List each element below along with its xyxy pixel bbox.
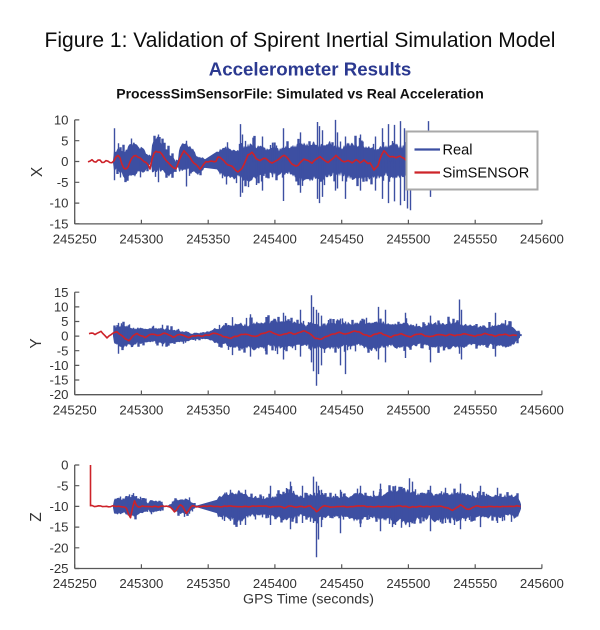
svg-text:245550: 245550 [453, 402, 497, 417]
svg-text:245550: 245550 [453, 576, 497, 591]
svg-text:-15: -15 [49, 520, 68, 535]
svg-text:245250: 245250 [53, 576, 97, 591]
svg-text:245600: 245600 [520, 402, 564, 417]
svg-text:-20: -20 [49, 387, 68, 402]
svg-text:245400: 245400 [253, 576, 297, 591]
svg-text:245600: 245600 [520, 576, 564, 591]
svg-text:245350: 245350 [186, 576, 230, 591]
svg-text:Accelerometer Results: Accelerometer Results [209, 59, 412, 80]
svg-text:10: 10 [54, 300, 69, 315]
svg-text:245350: 245350 [186, 402, 230, 417]
svg-text:245300: 245300 [119, 402, 163, 417]
svg-text:245500: 245500 [386, 232, 430, 247]
svg-text:245400: 245400 [253, 402, 297, 417]
svg-text:Figure 1: Validation of Spiren: Figure 1: Validation of Spirent Inertial… [45, 29, 556, 52]
svg-text:5: 5 [61, 133, 68, 148]
svg-text:Real: Real [443, 143, 473, 159]
svg-text:245250: 245250 [53, 402, 97, 417]
svg-text:-10: -10 [49, 358, 68, 373]
svg-text:-15: -15 [49, 217, 68, 232]
svg-text:-15: -15 [49, 373, 68, 388]
svg-text:245250: 245250 [53, 232, 97, 247]
svg-text:ProcessSimSensorFile: Simulate: ProcessSimSensorFile: Simulated vs Real … [116, 86, 484, 102]
svg-text:-10: -10 [49, 499, 68, 514]
svg-text:Y: Y [28, 338, 45, 348]
svg-text:SimSENSOR: SimSENSOR [443, 166, 530, 182]
svg-text:-5: -5 [57, 343, 69, 358]
svg-text:10: 10 [54, 113, 69, 128]
svg-text:245350: 245350 [186, 232, 230, 247]
svg-text:245300: 245300 [119, 576, 163, 591]
svg-text:-10: -10 [49, 196, 68, 211]
svg-text:0: 0 [61, 154, 68, 169]
svg-text:15: 15 [54, 285, 69, 300]
svg-text:245500: 245500 [386, 402, 430, 417]
svg-text:245500: 245500 [386, 576, 430, 591]
svg-text:5: 5 [61, 314, 68, 329]
svg-text:245450: 245450 [320, 402, 364, 417]
svg-text:X: X [29, 166, 46, 177]
svg-text:-25: -25 [49, 561, 68, 576]
svg-text:-20: -20 [49, 540, 68, 555]
svg-text:-5: -5 [57, 478, 69, 493]
svg-text:245450: 245450 [320, 576, 364, 591]
svg-text:GPS Time (seconds): GPS Time (seconds) [243, 592, 374, 608]
svg-text:-5: -5 [57, 175, 69, 190]
svg-text:Z: Z [28, 512, 45, 521]
svg-text:245300: 245300 [119, 232, 163, 247]
svg-text:245400: 245400 [253, 232, 297, 247]
svg-text:245450: 245450 [320, 232, 364, 247]
svg-text:245550: 245550 [453, 232, 497, 247]
svg-text:0: 0 [61, 329, 68, 344]
svg-text:0: 0 [61, 458, 68, 473]
svg-text:245600: 245600 [520, 232, 564, 247]
